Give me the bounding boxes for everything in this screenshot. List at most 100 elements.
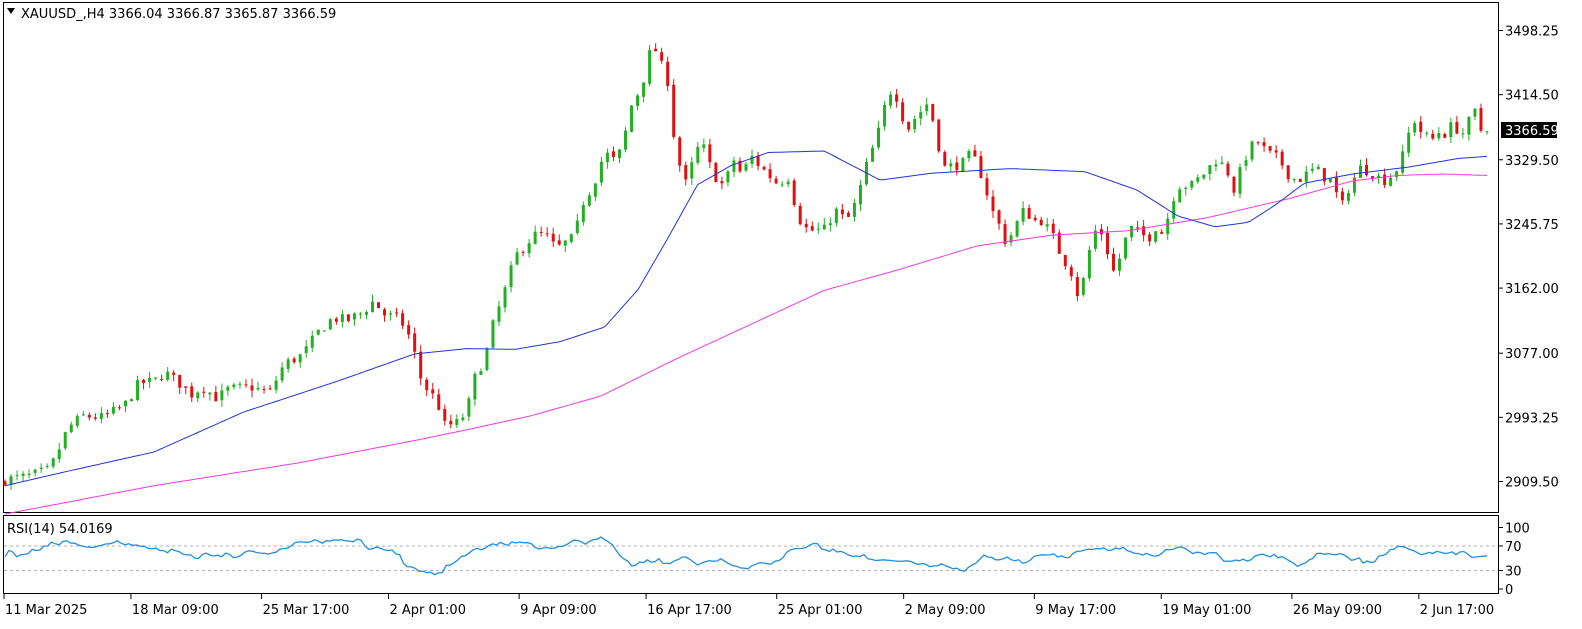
candle [111,401,115,416]
candle [298,353,302,368]
candle [123,400,127,413]
candle [581,201,585,226]
candle [383,307,387,322]
time-tick-label: 25 Apr 01:00 [778,603,863,618]
candle [672,79,676,140]
candle [931,103,935,123]
candle [154,377,158,381]
candle [1160,229,1164,234]
candle [696,141,700,166]
candle [1148,231,1152,247]
candle [1220,156,1224,165]
candle [883,100,887,131]
rsi-pane-frame [3,515,1499,594]
candle [377,302,381,309]
time-tick-label: 2 Jun 17:00 [1420,603,1494,618]
ma-slow-line [4,173,1488,515]
price-tick: 3162.00 [1498,282,1559,297]
rsi-tick-label: 70 [1505,540,1522,555]
price-tick: 3245.75 [1498,218,1559,233]
time-tick: 25 Apr 01:00 [776,594,863,618]
candle [190,382,194,403]
candle [1431,129,1435,141]
candle [822,217,826,230]
candle [1196,174,1200,184]
candle [1136,220,1140,232]
symbol-dropdown-icon[interactable] [7,8,15,14]
price-tick-label: 3329.50 [1505,154,1559,169]
candle [1130,225,1134,242]
time-tick: 18 Mar 09:00 [130,594,219,618]
candle [684,161,688,186]
candle [1051,219,1055,239]
rsi-tick: 70 [1498,540,1522,555]
candle [973,144,977,157]
candle [425,377,429,397]
candle [1316,164,1320,170]
candle [328,317,332,331]
candle [563,239,567,253]
candle [21,471,25,481]
candle [834,206,838,227]
candle [1304,165,1308,188]
last-price-tag: 3366.59 [1501,122,1559,139]
price-tick: 3498.25 [1498,25,1559,40]
candle [991,190,995,218]
candle [449,414,453,429]
candle [690,156,694,186]
candle [1377,172,1381,184]
rsi-axis: 100 70 30 0 [1498,522,1530,598]
candle [45,463,49,469]
time-tick: 19 May 01:00 [1160,594,1251,618]
candle [702,138,706,153]
candle [491,319,495,349]
candle [1142,219,1146,242]
candle [1015,219,1019,238]
candle [678,135,682,172]
candle [642,82,646,103]
candle [455,414,459,429]
candle [1081,276,1085,297]
candle [220,383,224,407]
candle [1437,127,1441,141]
rsi-tick: 30 [1498,565,1522,580]
candle [1383,168,1387,189]
candle [871,144,875,162]
candle [69,421,73,434]
candle [1407,126,1411,158]
candle [1346,189,1350,205]
candle [15,470,19,481]
time-tick-label: 19 May 01:00 [1162,603,1251,618]
time-tick-label: 26 May 09:00 [1293,603,1382,618]
candle [961,156,965,172]
candles-group [3,43,1489,491]
candle [630,105,634,133]
candle [744,162,748,173]
candle [1310,163,1314,174]
candle [919,106,923,126]
candle [1443,132,1447,139]
candle [443,404,447,426]
time-tick-label: 2 Apr 01:00 [389,603,466,618]
candle [1322,167,1326,186]
candle [497,300,501,326]
candle [1365,158,1369,177]
time-tick: 9 May 17:00 [1033,594,1116,618]
candle [780,181,784,188]
candle [587,191,591,208]
candle [226,385,230,396]
price-tick: 2993.25 [1498,411,1559,426]
candle [1184,186,1188,196]
candle [160,374,164,382]
candle [1467,116,1471,141]
candle [877,121,881,150]
candle [846,210,850,218]
candle [1286,165,1290,183]
candle [1238,163,1242,199]
time-tick-label: 25 Mar 17:00 [263,603,350,618]
candle [39,463,43,473]
candle [997,209,1001,230]
candle [310,330,314,352]
candle [503,284,507,313]
